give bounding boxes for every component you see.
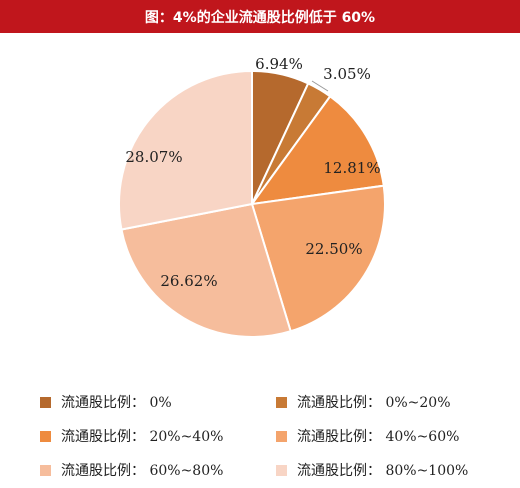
legend-swatch <box>276 396 287 408</box>
legend-item-1: 流通股比例： 0% <box>40 388 276 416</box>
data-label-5: 26.62% <box>160 272 217 290</box>
data-label-6: 28.07% <box>125 148 182 166</box>
legend-swatch <box>276 464 287 476</box>
pie-slice-6 <box>118 69 253 231</box>
data-label-3: 12.81% <box>323 159 380 177</box>
legend-swatch <box>40 430 51 442</box>
data-label-2: 3.05% <box>323 65 371 83</box>
legend-item-5: 流通股比例： 60%~80% <box>40 456 276 484</box>
data-label-4: 22.50% <box>305 240 362 258</box>
leader-line <box>311 80 329 92</box>
pie-slice-4 <box>250 184 386 333</box>
legend-label: 流通股比例： 80%~100% <box>297 463 469 479</box>
legend-label: 流通股比例： 0%~20% <box>297 395 451 411</box>
legend-swatch <box>40 464 51 476</box>
legend-item-3: 流通股比例： 20%~40% <box>40 422 276 450</box>
legend-swatch <box>276 430 287 442</box>
pie-slice-5 <box>120 202 292 338</box>
legend-item-4: 流通股比例： 40%~60% <box>276 422 510 450</box>
legend-item-2: 流通股比例： 0%~20% <box>276 388 510 416</box>
legend-swatch <box>40 396 51 408</box>
legend: 流通股比例： 0% 流通股比例： 0%~20% 流通股比例： 20%~40% 流通股比… <box>40 388 510 484</box>
pie-chart: 6.94% 3.05% 12.81% 22.50% 26.62% 28.07% <box>118 55 386 338</box>
legend-label: 流通股比例： 60%~80% <box>61 463 224 479</box>
legend-item-6: 流通股比例： 80%~100% <box>276 456 510 484</box>
data-label-1: 6.94% <box>255 55 303 73</box>
legend-label: 流通股比例： 40%~60% <box>297 429 460 445</box>
legend-label: 流通股比例： 20%~40% <box>61 429 224 445</box>
chart-title: 图：4%的企业流通股比例低于 60% <box>0 0 520 33</box>
pie-slice-3 <box>249 94 385 206</box>
legend-label: 流通股比例： 0% <box>61 395 172 411</box>
